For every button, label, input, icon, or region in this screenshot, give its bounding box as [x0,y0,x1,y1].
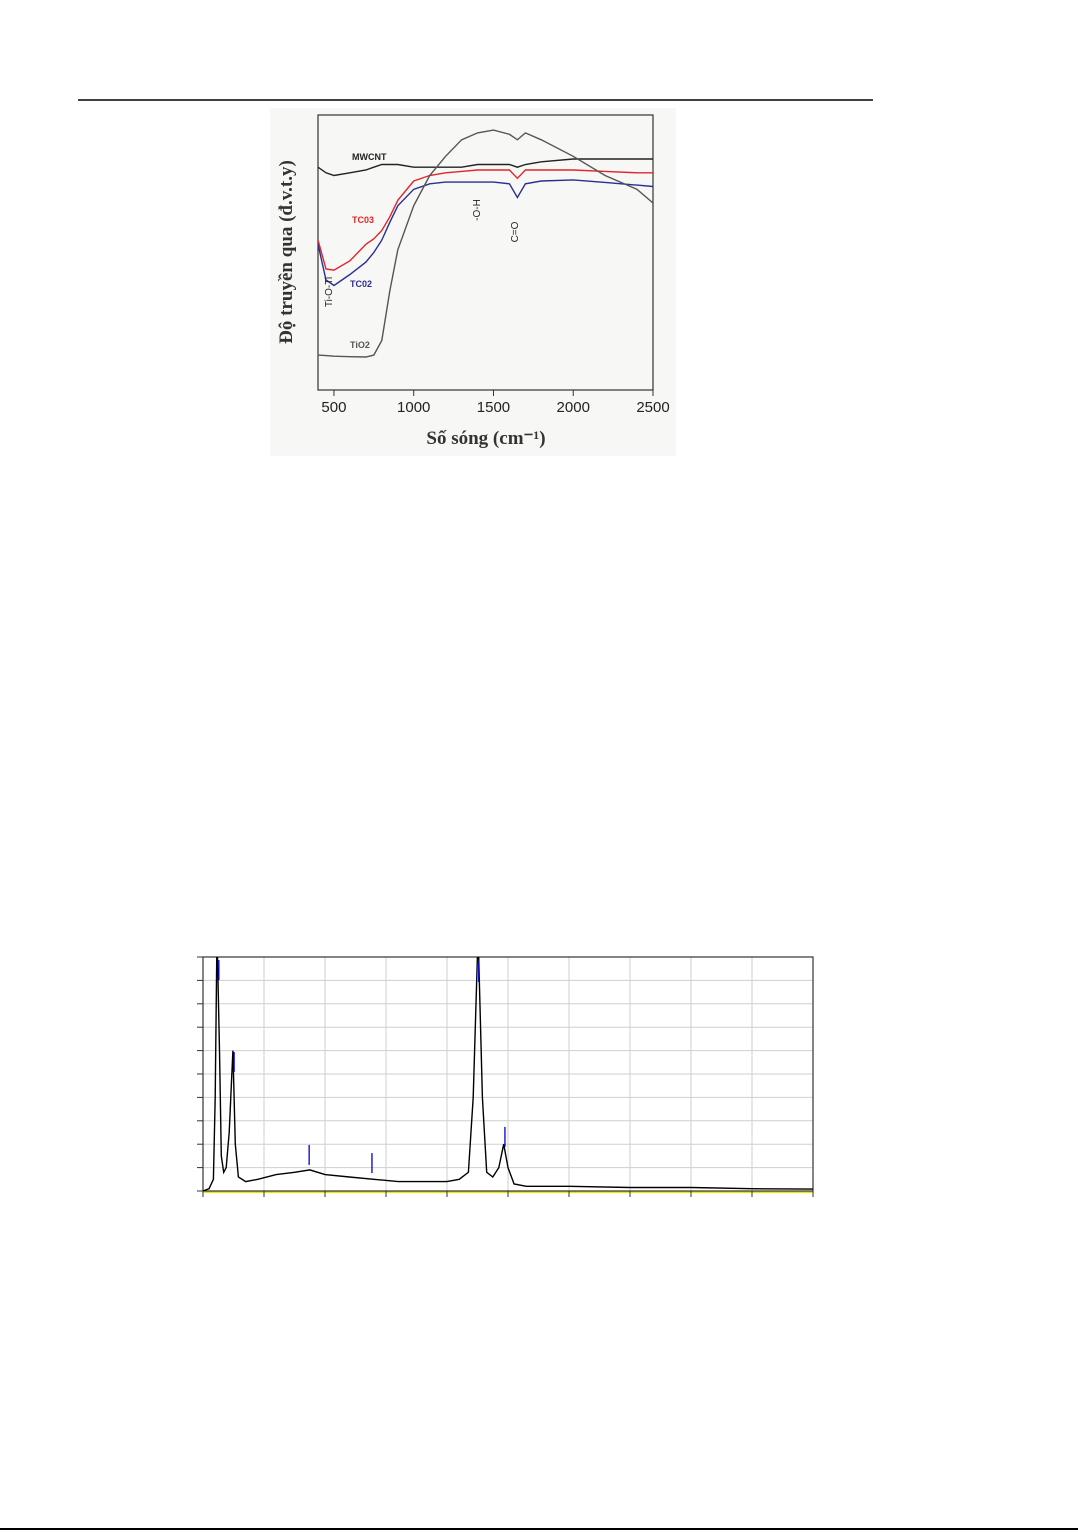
x-tick-label: 500 [321,399,346,416]
annotation: Ti-O-Ti [324,277,335,307]
x-tick-label: 2000 [557,399,590,416]
data-line [203,957,813,1191]
data-line [318,129,653,358]
series-label: TiO2 [350,340,370,350]
x-tick-label: 1500 [477,399,510,416]
series-label: TC02 [350,279,372,289]
data-line [318,169,653,271]
data-line [318,179,653,287]
y-axis-label: Độ truyền qua (đ.v.t.y) [276,160,297,344]
series-label: TC03 [352,215,374,225]
annotation: C=O [510,221,521,242]
annotation: -O-H [472,199,483,221]
plot-frame [317,114,654,391]
data-line [318,158,653,177]
figure-background [270,108,676,456]
series-label: MWCNT [352,152,387,162]
x-tick-label: 1000 [397,399,430,416]
x-tick-label: 2500 [636,399,669,416]
x-axis-label: Số sóng (cm⁻¹) [426,428,545,449]
